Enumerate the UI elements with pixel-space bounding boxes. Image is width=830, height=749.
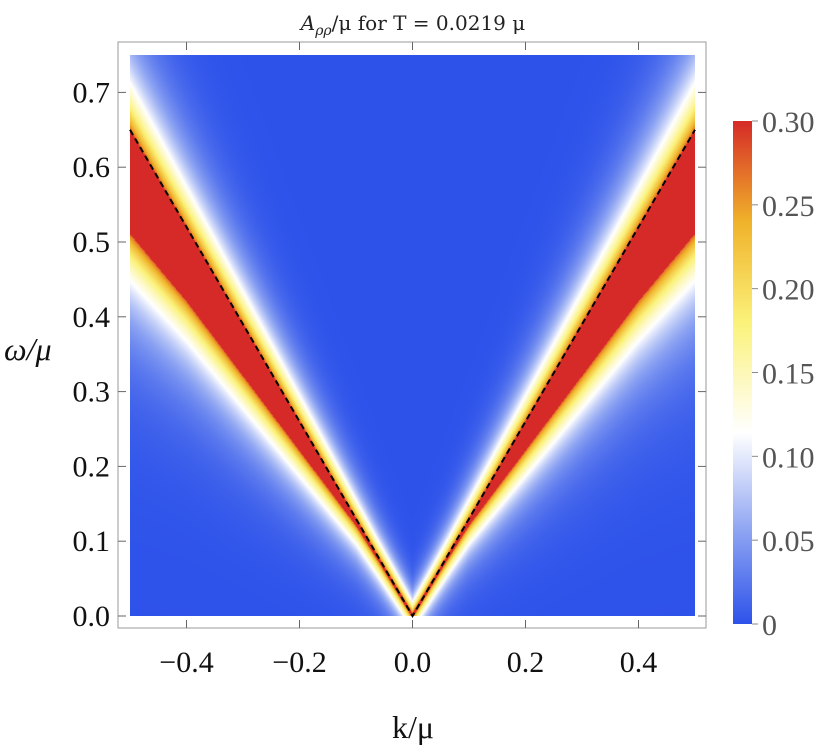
y-tick-label: 0.2: [73, 450, 111, 483]
title-rest: /μ for T = 0.0219 μ: [332, 11, 526, 35]
title-symbol: A: [299, 11, 315, 35]
colorbar-tick-label: 0.25: [762, 190, 815, 223]
x-axis-label: k/μ: [392, 709, 434, 745]
x-tick-label: 0.0: [394, 646, 432, 679]
y-axis-label: ω/μ: [4, 331, 52, 367]
y-tick-label: 0.5: [73, 226, 111, 259]
chart-title: Aρρ/μ for T = 0.0219 μ: [299, 11, 526, 39]
colorbar-tick-label: 0.20: [762, 274, 815, 307]
y-tick-label: 0.6: [73, 151, 111, 184]
title-subscript: ρρ: [314, 23, 332, 39]
y-tick-label: 0.0: [73, 600, 111, 633]
x-axis-ticks: −0.4 −0.2 0.0 0.2 0.4: [159, 42, 657, 679]
colorbar: [733, 121, 752, 624]
y-tick-label: 0.3: [73, 376, 111, 409]
y-axis-ticks: 0.0 0.1 0.2 0.3 0.4 0.5 0.6 0.7: [73, 76, 706, 633]
heatmap-canvas: [130, 55, 695, 616]
y-tick-label: 0.4: [73, 301, 111, 334]
colorbar-ticks: 0 0.05 0.10 0.15 0.20 0.25 0.30: [752, 106, 815, 642]
heatmap-area: [130, 55, 695, 616]
colorbar-tick-label: 0.10: [762, 441, 815, 474]
colorbar-tick-label: 0.15: [762, 358, 815, 391]
x-tick-label: −0.4: [159, 646, 213, 679]
x-tick-label: −0.2: [272, 646, 326, 679]
x-tick-label: 0.2: [507, 646, 545, 679]
colorbar-tick-label: 0: [762, 609, 777, 642]
x-tick-label: 0.4: [620, 646, 658, 679]
colorbar-tick-label: 0.30: [762, 106, 815, 139]
y-tick-label: 0.1: [73, 525, 111, 558]
dispersion-dashed-line: [129, 129, 696, 618]
y-tick-label: 0.7: [73, 76, 111, 109]
colorbar-tick-label: 0.05: [762, 525, 815, 558]
